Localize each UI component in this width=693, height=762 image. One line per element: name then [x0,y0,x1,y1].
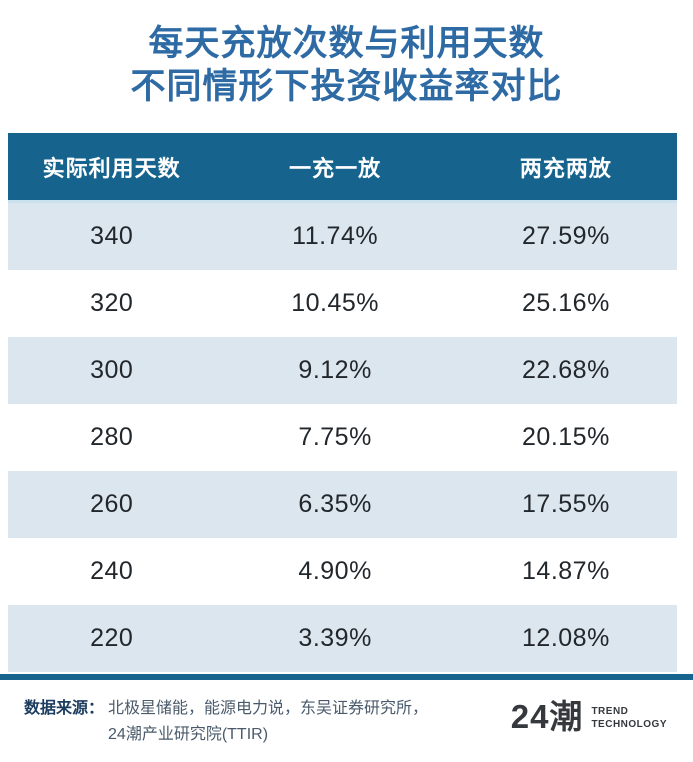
table-row: 300 9.12% 22.68% [8,337,677,404]
days-cell: 220 [90,624,134,652]
table-row: 220 3.39% 12.08% [8,605,677,672]
once-rate-cell: 9.12% [298,356,372,384]
brand-logo: 24潮 TREND TECHNOLOGY [511,698,667,736]
logo-wordmark: 24潮 [510,698,584,735]
col-header-once: 一充一放 [289,155,382,181]
twice-rate-cell: 22.68% [522,356,610,384]
twice-rate-cell: 17.55% [522,490,610,518]
twice-rate-cell: 25.16% [522,289,610,317]
days-cell: 280 [90,423,134,451]
days-cell: 240 [90,557,134,585]
twice-rate-cell: 12.08% [522,624,610,652]
once-rate-cell: 7.75% [298,423,372,451]
returns-table: 实际利用天数 一充一放 两充两放 340 11.74% 27.59% 320 1… [8,133,677,672]
source-line-1: 北极星储能，能源电力说，东吴证券研究所， [108,700,429,717]
header-separator [8,200,677,203]
logo-tagline: TREND TECHNOLOGY [591,703,667,731]
table-row: 240 4.90% 14.87% [8,538,677,605]
data-source: 数据来源： 北极星储能，能源电力说，东吴证券研究所， 24潮产业研究院(TTIR… [24,696,428,748]
table-row: 340 11.74% 27.59% [8,203,677,270]
days-cell: 340 [90,222,134,250]
table-bottom-rule [0,674,693,680]
once-rate-cell: 6.35% [298,490,372,518]
once-rate-cell: 11.74% [292,222,379,250]
once-rate-cell: 3.39% [298,624,372,652]
table-header-row: 实际利用天数 一充一放 两充两放 [8,133,677,200]
logo-tagline-line-2: TECHNOLOGY [591,719,667,730]
col-header-twice: 两充两放 [519,155,612,181]
twice-rate-cell: 27.59% [522,222,610,250]
col-header-days: 实际利用天数 [42,155,181,181]
title-line-1: 每天充放次数与利用天数 [148,24,545,63]
source-label: 数据来源： [24,700,105,717]
days-cell: 260 [90,490,134,518]
table-row: 320 10.45% 25.16% [8,270,677,337]
title-line-2: 不同情形下投资收益率对比 [130,67,563,106]
source-line-2: 24潮产业研究院(TTIR) [108,726,269,743]
once-rate-cell: 4.90% [298,557,372,585]
twice-rate-cell: 20.15% [522,423,610,451]
table-row: 280 7.75% 20.15% [8,404,677,471]
days-cell: 300 [90,356,134,384]
days-cell: 320 [90,289,134,317]
footer: 数据来源： 北极星储能，能源电力说，东吴证券研究所， 24潮产业研究院(TTIR… [0,680,693,748]
once-rate-cell: 10.45% [291,289,380,317]
source-text: 北极星储能，能源电力说，东吴证券研究所， 24潮产业研究院(TTIR) [108,696,428,748]
logo-tagline-line-1: TREND [591,706,629,717]
table-row: 260 6.35% 17.55% [8,471,677,538]
twice-rate-cell: 14.87% [522,557,610,585]
page-title: 每天充放次数与利用天数 不同情形下投资收益率对比 [0,0,693,108]
